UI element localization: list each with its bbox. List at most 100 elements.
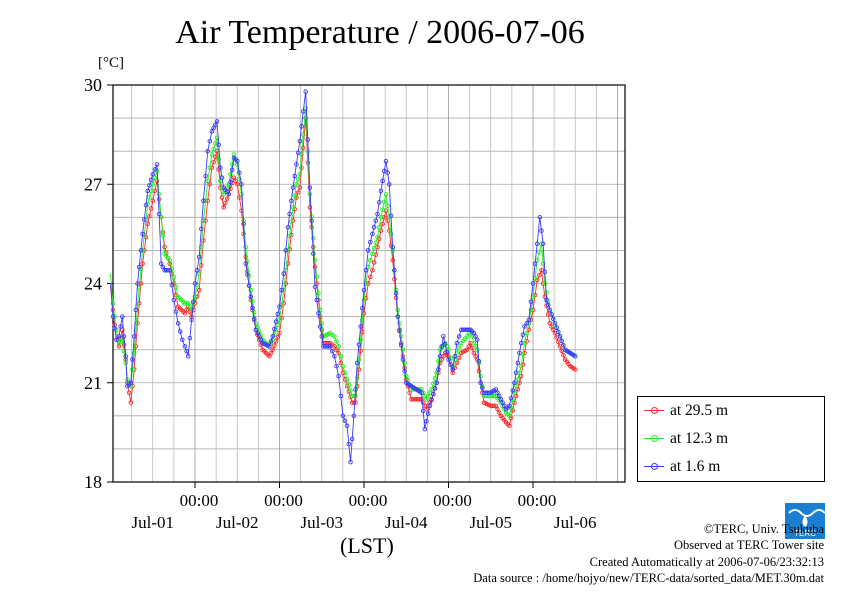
y-tick-label: 27	[84, 174, 102, 194]
data-point-2	[182, 344, 188, 349]
data-point-1	[434, 370, 439, 376]
data-point-2	[378, 188, 384, 194]
data-point-0	[140, 261, 145, 266]
data-point-0	[476, 368, 482, 374]
data-point-2	[502, 403, 507, 409]
data-point-1	[464, 334, 470, 339]
data-point-2	[439, 344, 444, 349]
data-point-2	[156, 211, 162, 217]
data-point-2	[317, 324, 323, 329]
data-point-2	[218, 165, 223, 170]
data-point-2	[294, 162, 299, 167]
data-point-2	[147, 183, 152, 188]
data-point-1	[316, 291, 321, 296]
data-point-2	[143, 202, 149, 208]
data-point-2	[544, 297, 549, 303]
data-point-2	[305, 137, 311, 142]
x-axis-title: (LST)	[340, 533, 394, 558]
data-point-2	[229, 167, 235, 173]
data-point-0	[299, 165, 304, 170]
data-point-0	[547, 320, 553, 326]
data-point-2	[167, 268, 172, 273]
data-point-2	[148, 177, 154, 183]
data-point-2	[281, 271, 286, 276]
data-point-2	[314, 297, 319, 303]
data-point-2	[256, 334, 262, 339]
data-point-2	[456, 334, 462, 339]
x-date-label: Jul-02	[216, 513, 259, 532]
legend-symbol-blue	[644, 462, 664, 472]
data-point-2	[209, 129, 215, 134]
data-point-0	[219, 195, 225, 200]
data-point-2	[283, 248, 289, 253]
data-point-2	[390, 244, 395, 250]
data-point-1	[147, 195, 152, 200]
data-point-2	[327, 344, 333, 349]
data-point-2	[279, 287, 284, 293]
x-date-label: Jul-06	[554, 513, 597, 532]
data-point-0	[417, 397, 423, 402]
data-point-2	[241, 221, 246, 227]
site-text: Observed at TERC Tower site	[673, 538, 824, 553]
footer: ©TERC, Univ. Tsukuba Observed at TERC To…	[473, 521, 824, 586]
data-point-1	[290, 205, 296, 210]
data-point-2	[393, 291, 399, 296]
data-point-2	[427, 403, 433, 409]
data-point-2	[205, 148, 210, 154]
data-point-1	[425, 393, 431, 399]
data-point-0	[312, 264, 318, 270]
data-point-2	[152, 167, 158, 172]
data-point-2	[398, 343, 404, 348]
data-point-0	[235, 182, 240, 187]
data-point-2	[194, 268, 200, 273]
data-point-2	[245, 272, 250, 277]
data-point-2	[203, 173, 208, 179]
data-point-2	[239, 182, 244, 187]
data-point-2	[340, 413, 346, 419]
legend: at 29.5 m at 12.3 m at 1.6 m	[637, 396, 825, 482]
data-point-0	[392, 276, 397, 282]
data-point-2	[253, 327, 259, 333]
x-date-label: Jul-04	[385, 513, 428, 532]
data-point-1	[292, 193, 297, 199]
data-point-0	[507, 423, 512, 429]
x-time-label: 00:00	[180, 491, 219, 510]
y-tick-label: 21	[84, 373, 102, 393]
data-point-2	[319, 334, 325, 339]
data-point-2	[311, 251, 316, 256]
data-point-0	[121, 342, 127, 347]
data-point-1	[300, 132, 306, 137]
data-point-2	[466, 327, 472, 333]
terc-logo-icon: TERC	[785, 503, 825, 539]
data-point-2	[431, 392, 436, 397]
data-point-1	[289, 219, 294, 224]
y-unit-label: [°C]	[98, 55, 124, 71]
data-point-2	[392, 268, 397, 273]
data-point-2	[496, 393, 502, 399]
data-point-1	[360, 317, 365, 323]
data-point-2	[255, 330, 260, 336]
data-point-1	[294, 182, 299, 187]
data-point-1	[370, 251, 375, 256]
data-point-0	[196, 287, 202, 293]
data-point-1	[520, 352, 526, 357]
data-point-2	[373, 218, 379, 223]
data-point-2	[365, 248, 371, 253]
data-point-0	[407, 390, 412, 395]
data-point-2	[199, 226, 204, 232]
data-point-2	[177, 329, 183, 334]
data-point-2	[316, 311, 321, 316]
data-point-2	[128, 380, 134, 386]
data-point-1	[160, 233, 166, 238]
data-point-1	[156, 191, 162, 197]
data-point-1	[338, 354, 344, 359]
data-point-1	[211, 146, 216, 152]
data-point-1	[214, 135, 220, 141]
data-point-2	[500, 400, 505, 405]
data-point-2	[116, 334, 122, 339]
data-point-2	[380, 178, 385, 184]
data-point-2	[554, 325, 559, 330]
data-point-2	[110, 314, 116, 319]
data-point-1	[358, 337, 363, 342]
data-point-2	[216, 142, 221, 147]
